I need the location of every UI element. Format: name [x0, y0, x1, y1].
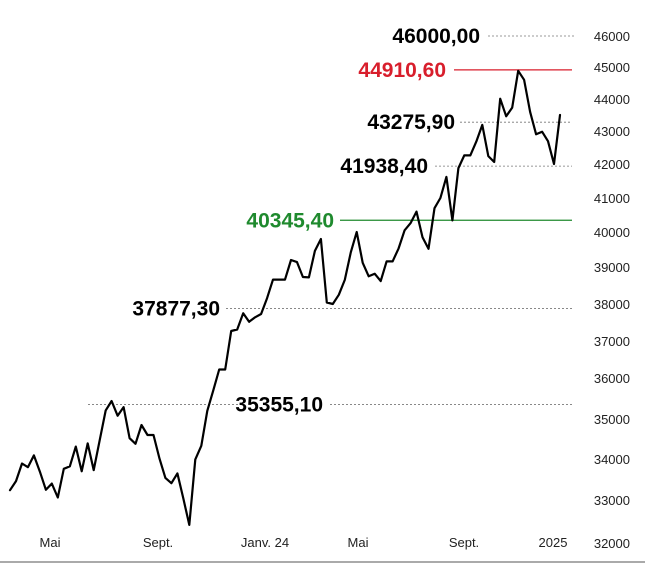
y-tick-label: 38000	[594, 297, 630, 312]
y-tick-label: 32000	[594, 536, 630, 551]
y-tick-label: 37000	[594, 334, 630, 349]
reference-label: 37877,30	[132, 298, 220, 321]
annotation-labels: 46000,00 44910,60 43275,90 41938,40 40345,40…	[132, 25, 480, 416]
y-tick-label: 46000	[594, 29, 630, 44]
y-axis: 32000 33000 34000 35000 36000 37000 38000 39000…	[594, 29, 630, 551]
y-tick-label: 41000	[594, 191, 630, 206]
y-tick-label: 44000	[594, 92, 630, 107]
x-tick-label: Mai	[40, 535, 61, 550]
x-axis: Mai Sept. Janv. 24 Mai Sept. 2025	[40, 535, 568, 550]
reference-label: 44910,60	[358, 59, 446, 82]
y-tick-label: 40000	[594, 225, 630, 240]
x-tick-label: Sept.	[449, 535, 479, 550]
x-tick-label: 2025	[539, 535, 568, 550]
reference-label: 40345,40	[246, 209, 334, 232]
y-tick-label: 43000	[594, 124, 630, 139]
y-tick-label: 33000	[594, 493, 630, 508]
y-tick-label: 34000	[594, 452, 630, 467]
y-tick-label: 39000	[594, 260, 630, 275]
reference-label: 35355,10	[235, 393, 323, 416]
reference-label: 43275,90	[367, 111, 455, 134]
reference-label: 46000,00	[392, 25, 480, 48]
y-tick-label: 45000	[594, 60, 630, 75]
x-tick-label: Janv. 24	[241, 535, 289, 550]
series-layer	[8, 69, 562, 527]
x-tick-label: Sept.	[143, 535, 173, 550]
reference-label: 41938,40	[340, 155, 428, 178]
x-tick-label: Mai	[348, 535, 369, 550]
y-tick-label: 36000	[594, 371, 630, 386]
series-line	[8, 69, 562, 527]
y-tick-label: 35000	[594, 412, 630, 427]
y-tick-label: 42000	[594, 157, 630, 172]
